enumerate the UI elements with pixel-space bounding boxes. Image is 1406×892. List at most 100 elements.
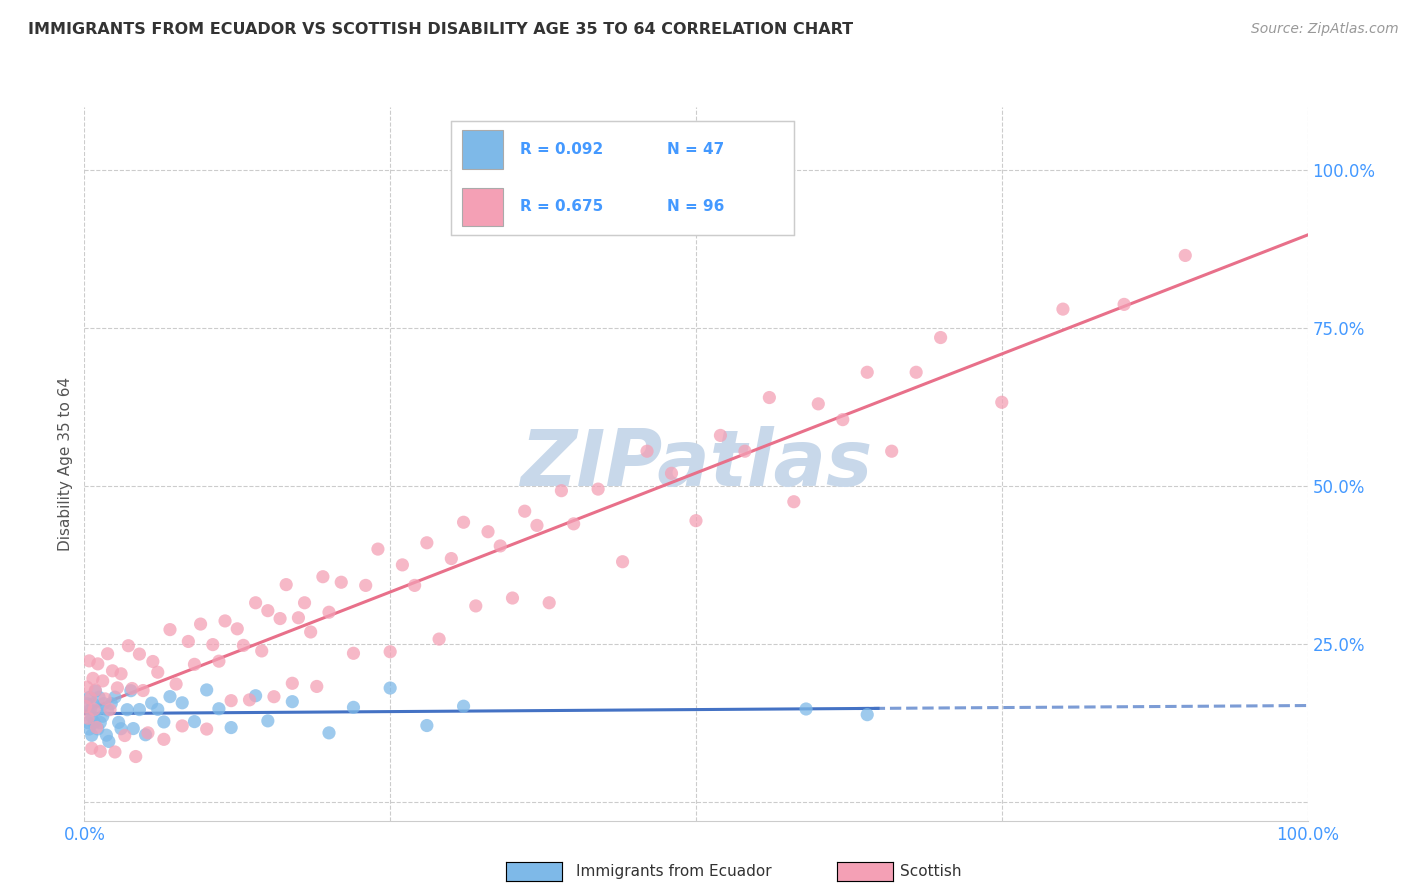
Point	[83, 715, 105, 730]
Point	[380, 645, 402, 659]
Point	[122, 722, 145, 736]
Point	[86, 703, 108, 717]
Point	[250, 644, 273, 658]
Point	[709, 428, 731, 442]
Point	[128, 702, 150, 716]
Point	[76, 680, 98, 694]
Point	[190, 617, 212, 632]
Point	[172, 719, 194, 733]
Point	[201, 638, 224, 652]
Point	[318, 726, 340, 740]
Point	[146, 665, 169, 680]
Point	[117, 639, 139, 653]
Point	[159, 690, 181, 704]
Point	[100, 697, 122, 711]
Point	[367, 542, 389, 557]
Point	[794, 702, 817, 716]
Point	[391, 558, 413, 572]
Point	[84, 683, 107, 698]
Point	[94, 692, 117, 706]
Point	[538, 596, 561, 610]
Point	[586, 482, 609, 496]
Point	[76, 697, 98, 711]
Point	[758, 391, 780, 405]
Point	[91, 709, 114, 723]
Point	[153, 714, 176, 729]
Point	[783, 494, 806, 508]
Point	[831, 412, 853, 426]
Point	[114, 729, 136, 743]
Point	[416, 535, 439, 549]
Text: Source: ZipAtlas.com: Source: ZipAtlas.com	[1251, 22, 1399, 37]
Point	[183, 657, 205, 672]
Point	[489, 539, 512, 553]
Point	[195, 682, 218, 697]
Point	[526, 518, 548, 533]
Point	[77, 715, 100, 730]
Point	[477, 524, 499, 539]
Point	[464, 599, 486, 613]
Point	[287, 611, 309, 625]
Point	[172, 696, 194, 710]
Point	[110, 722, 132, 736]
Point	[929, 330, 952, 344]
Point	[342, 700, 364, 714]
Point	[685, 514, 707, 528]
Point	[80, 741, 103, 756]
Point	[91, 673, 114, 688]
Point	[276, 577, 298, 591]
Point	[294, 596, 316, 610]
Point	[79, 691, 101, 706]
Point	[79, 703, 101, 717]
Point	[281, 695, 304, 709]
Point	[97, 734, 120, 748]
Text: Scottish: Scottish	[900, 864, 962, 879]
Point	[177, 634, 200, 648]
Point	[990, 395, 1012, 409]
Point	[105, 681, 128, 695]
Point	[89, 744, 111, 758]
Point	[82, 672, 104, 686]
Point	[734, 444, 756, 458]
Point	[98, 703, 121, 717]
Point	[153, 732, 176, 747]
Point	[453, 515, 475, 529]
Point	[121, 681, 143, 696]
Point	[380, 681, 402, 695]
Point	[501, 591, 523, 605]
Point	[245, 596, 267, 610]
Point	[1052, 302, 1074, 317]
Point	[219, 693, 242, 707]
Point	[342, 646, 364, 660]
Point	[93, 697, 115, 711]
Point	[257, 714, 280, 728]
Point	[238, 693, 260, 707]
Point	[305, 680, 328, 694]
Point	[107, 715, 129, 730]
Point	[77, 654, 100, 668]
Point	[128, 647, 150, 661]
Point	[453, 699, 475, 714]
Point	[77, 722, 100, 736]
Point	[299, 624, 322, 639]
Point	[208, 702, 231, 716]
Point	[807, 397, 830, 411]
Point	[661, 467, 683, 481]
Point	[87, 690, 110, 705]
Point	[165, 677, 187, 691]
Point	[82, 697, 104, 711]
Point	[208, 654, 231, 668]
Point	[354, 578, 377, 592]
Point	[281, 676, 304, 690]
Point	[104, 745, 127, 759]
Point	[80, 728, 103, 742]
Point	[132, 683, 155, 698]
Y-axis label: Disability Age 35 to 64: Disability Age 35 to 64	[58, 376, 73, 551]
Point	[856, 707, 879, 722]
Point	[318, 605, 340, 619]
Point	[257, 604, 280, 618]
Point	[263, 690, 285, 704]
Point	[427, 632, 450, 646]
Point	[245, 689, 267, 703]
Point	[115, 703, 138, 717]
